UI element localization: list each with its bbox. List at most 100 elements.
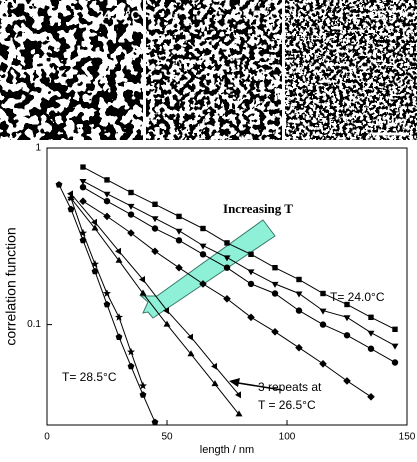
marker [392, 326, 398, 332]
marker [319, 321, 327, 328]
marker [127, 347, 135, 356]
marker [200, 225, 206, 232]
marker [319, 308, 327, 315]
marker [367, 345, 375, 352]
marker [271, 281, 279, 288]
series-line [82, 180, 396, 347]
marker [139, 381, 147, 390]
marker [67, 205, 75, 213]
marker [175, 263, 183, 272]
marker [104, 177, 110, 183]
marker [344, 301, 350, 308]
marker [175, 237, 183, 244]
marker [115, 247, 121, 255]
marker [67, 193, 75, 202]
marker [199, 251, 207, 258]
marker [367, 393, 375, 401]
marker [128, 189, 134, 196]
y-axis-label: correlation function [3, 227, 19, 345]
x-tick-label: 50 [161, 432, 173, 443]
pointer-head [229, 378, 240, 387]
marker [152, 201, 158, 207]
annotation: 3 repeats at [258, 380, 322, 394]
marker [163, 307, 169, 315]
x-axis-label: length / nm [200, 444, 254, 456]
image-label: 24.2 °C [96, 7, 140, 22]
marker [367, 330, 375, 337]
marker [295, 291, 303, 298]
marker [151, 216, 159, 223]
series-line [82, 166, 396, 330]
marker [235, 391, 241, 399]
marker [295, 307, 303, 314]
image-label: 26.5 °C [370, 7, 414, 22]
marker [151, 225, 159, 232]
marker [79, 236, 87, 244]
x-tick-label: 100 [279, 432, 296, 443]
y-tick-label: 1 [35, 143, 41, 154]
marker [223, 264, 231, 271]
marker [223, 255, 231, 262]
marker [151, 418, 159, 426]
marker [368, 314, 374, 320]
series-line [82, 186, 396, 363]
y-tick-label: 0.1 [27, 319, 41, 330]
marker [271, 290, 279, 297]
marker [247, 313, 255, 322]
image-label: 25.5 °C [235, 7, 279, 22]
marker [296, 276, 302, 283]
marker [91, 259, 99, 268]
marker [272, 265, 278, 271]
annotation: T= 24.0°C [330, 290, 385, 304]
series-line [70, 197, 240, 415]
marker [343, 377, 351, 385]
marker [127, 362, 135, 370]
marker [139, 391, 147, 398]
marker [211, 362, 217, 370]
marker [224, 240, 230, 246]
marker [79, 197, 87, 205]
annotation: T= 28.5°C [62, 370, 117, 384]
marker [115, 313, 123, 321]
scale-bar-label: 1 μm [376, 113, 406, 128]
marker [343, 332, 351, 339]
marker [187, 350, 195, 357]
marker [248, 251, 254, 257]
marker [79, 228, 87, 237]
marker [176, 213, 182, 220]
marker [199, 243, 207, 250]
marker [91, 267, 99, 275]
marker [343, 315, 351, 322]
marker [79, 179, 87, 185]
marker [139, 289, 147, 296]
marker [80, 164, 86, 170]
marker [391, 359, 399, 366]
marker [187, 333, 193, 341]
marker [235, 410, 243, 417]
marker [115, 333, 123, 340]
marker [103, 197, 111, 205]
micrograph [146, 0, 282, 140]
x-tick-label: 0 [44, 432, 50, 443]
marker [175, 228, 183, 235]
marker [223, 295, 231, 303]
marker [139, 276, 145, 283]
marker [319, 360, 327, 368]
marker [91, 218, 97, 226]
micrograph [0, 0, 143, 140]
x-tick-label: 150 [399, 432, 416, 443]
marker [127, 229, 135, 237]
marker [163, 320, 171, 327]
marker [55, 181, 63, 188]
micrograph [285, 0, 417, 140]
marker [295, 343, 303, 352]
marker [115, 256, 123, 263]
marker [91, 224, 99, 231]
annotation: Increasing T [223, 201, 293, 216]
marker [247, 280, 255, 288]
marker [199, 280, 207, 288]
marker [103, 212, 111, 221]
marker [211, 380, 219, 387]
marker [127, 211, 135, 218]
marker [247, 269, 255, 276]
